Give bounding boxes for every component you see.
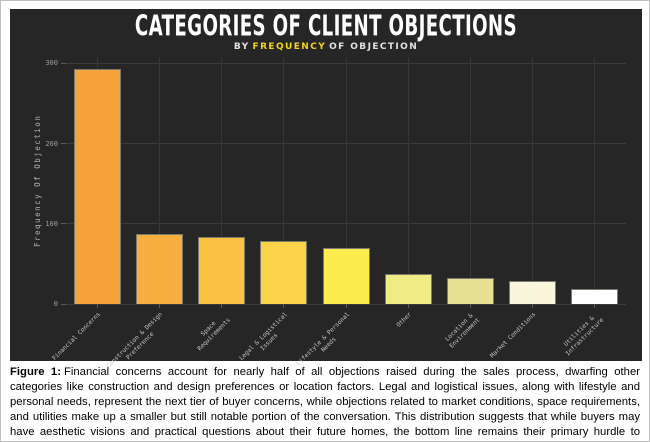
subtitle-pre: BY <box>233 42 250 52</box>
chart-title: CATEGORIES OF CLIENT OBJECTIONS <box>10 10 642 44</box>
bar <box>384 273 432 304</box>
x-tick-mark <box>469 304 471 308</box>
subtitle-highlight: FREQUENCY <box>252 42 327 52</box>
x-tick-label: Lifestyle & Personal Needs <box>294 311 351 368</box>
bar <box>260 241 308 304</box>
y-tick-mark <box>61 143 66 145</box>
y-tick-mark <box>61 303 66 305</box>
y-tick-label: 100 <box>45 219 58 228</box>
x-tick-mark <box>532 304 534 308</box>
v-gridline <box>283 57 285 304</box>
subtitle-post: OF OBJECTION <box>329 42 419 52</box>
x-tick-label: Financial Concerns <box>51 311 103 362</box>
y-tick-mark <box>61 62 66 64</box>
y-tick-label: 200 <box>45 139 58 148</box>
bar <box>135 234 183 304</box>
x-tick-mark <box>96 304 98 308</box>
chart-panel: CATEGORIES OF CLIENT OBJECTIONS BY FREQUE… <box>10 9 642 370</box>
v-gridline <box>532 57 534 304</box>
x-tick-label: Legal & Logistical Issues <box>237 311 289 362</box>
x-tick-mark <box>594 304 596 308</box>
plot-area: Frequency Of Objection 0 100 200 300 Financi… <box>33 57 626 370</box>
bar <box>198 237 246 304</box>
x-tick-mark <box>221 304 223 308</box>
y-tick-label: 0 <box>53 300 58 308</box>
y-tick-label: 300 <box>45 59 58 68</box>
x-tick-mark <box>407 304 409 308</box>
v-gridline <box>407 57 409 304</box>
v-gridline <box>345 57 347 304</box>
x-tick-label: Market Conditions <box>489 311 538 360</box>
v-gridline <box>221 57 223 304</box>
bar <box>322 247 370 304</box>
x-tick-label: Location & Environment <box>443 312 481 350</box>
y-axis-label: Frequency Of Objection <box>33 114 42 247</box>
bar <box>509 280 557 304</box>
bar <box>571 288 619 304</box>
x-tick-label: Other <box>395 311 414 329</box>
bar <box>446 277 494 304</box>
x-tick-label: Utilities & Infrastructure <box>562 314 606 358</box>
caption-label: Figure 1: <box>10 366 61 378</box>
v-gridline <box>158 57 160 304</box>
bar <box>73 69 121 304</box>
chart-subtitle: BY FREQUENCY OF OBJECTION <box>10 42 642 52</box>
x-tick-mark <box>345 304 347 308</box>
v-gridline <box>469 57 471 304</box>
chart-title-text: CATEGORIES OF CLIENT OBJECTIONS <box>134 10 518 44</box>
y-tick-mark <box>61 223 66 225</box>
x-tick-mark <box>158 304 160 308</box>
figure-caption: Figure 1: Financial concerns account for … <box>10 365 640 441</box>
x-tick-label: Space Requirements <box>196 316 232 352</box>
v-gridline <box>594 57 596 304</box>
caption-text: Financial concerns account for nearly ha… <box>10 366 640 439</box>
x-tick-mark <box>283 304 285 308</box>
